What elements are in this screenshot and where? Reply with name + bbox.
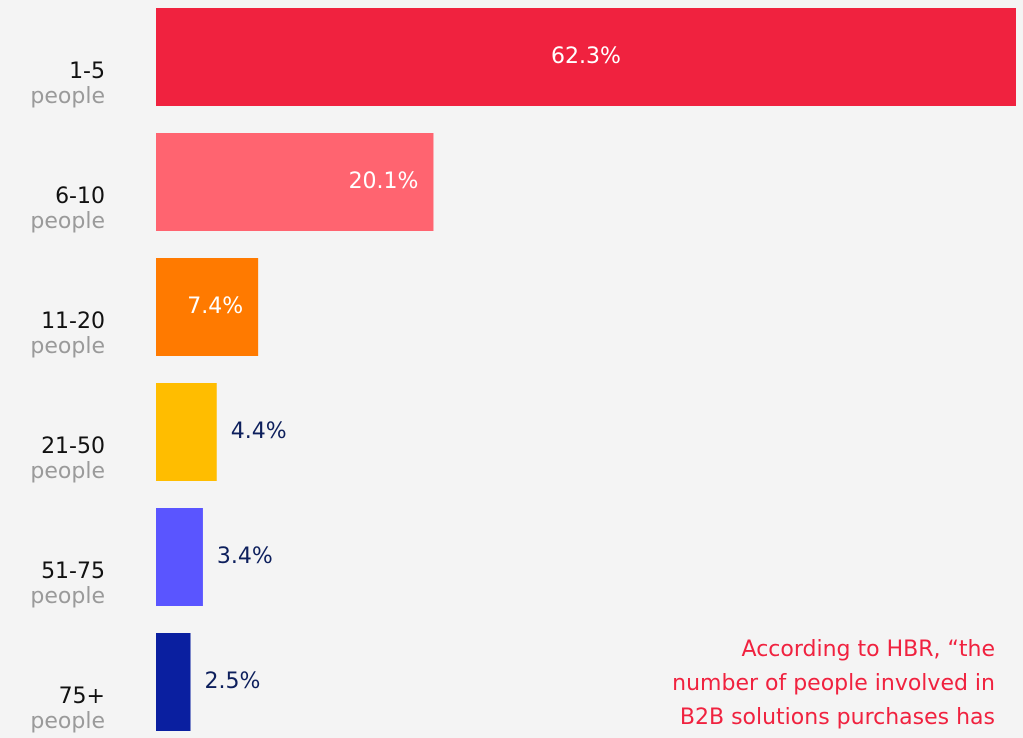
annotation: number of people involved in bbox=[672, 671, 995, 696]
value-label: 20.1% bbox=[349, 169, 419, 194]
category-label: 6-10 bbox=[55, 184, 105, 209]
category-unit: people bbox=[30, 334, 105, 359]
category-unit: people bbox=[30, 459, 105, 484]
annotation: According to HBR, “the bbox=[742, 637, 995, 662]
category-label: 21-50 bbox=[41, 434, 105, 459]
bar bbox=[156, 8, 1016, 106]
value-label: 2.5% bbox=[205, 669, 261, 694]
value-label: 62.3% bbox=[551, 44, 621, 69]
category-label: 1-5 bbox=[69, 59, 105, 84]
annotation: B2B solutions purchases has bbox=[680, 705, 995, 730]
category-label: 75+ bbox=[59, 684, 105, 709]
category-unit: people bbox=[30, 84, 105, 109]
bar bbox=[156, 383, 217, 481]
bar bbox=[156, 133, 434, 231]
value-label: 7.4% bbox=[187, 294, 243, 319]
category-unit: people bbox=[30, 209, 105, 234]
category-label: 11-20 bbox=[41, 309, 105, 334]
bar bbox=[156, 508, 203, 606]
category-label: 51-75 bbox=[41, 559, 105, 584]
bar bbox=[156, 258, 259, 356]
bar bbox=[156, 633, 191, 731]
category-unit: people bbox=[30, 709, 105, 734]
value-label: 4.4% bbox=[231, 419, 287, 444]
category-unit: people bbox=[30, 584, 105, 609]
value-label: 3.4% bbox=[217, 544, 273, 569]
